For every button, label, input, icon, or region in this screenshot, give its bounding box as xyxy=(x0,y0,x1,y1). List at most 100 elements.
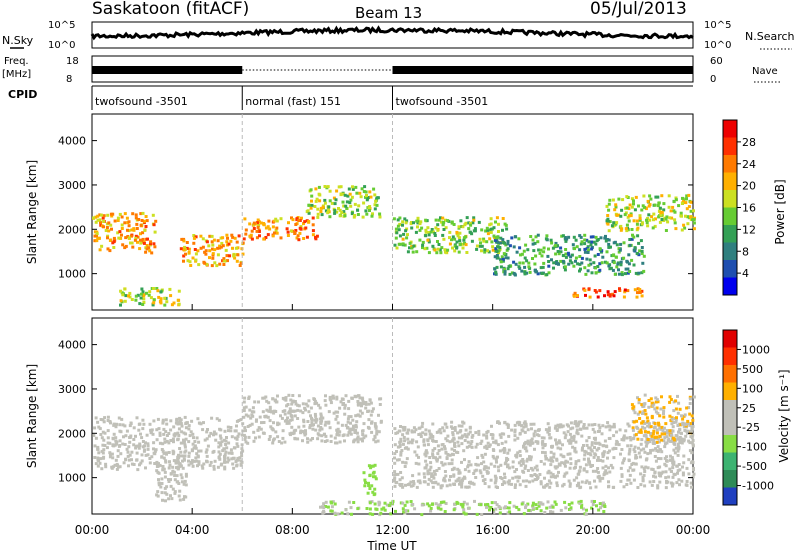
data-cell xyxy=(668,414,672,418)
data-cell xyxy=(528,270,532,274)
data-cell xyxy=(218,457,222,461)
data-cell xyxy=(158,300,162,304)
data-cell xyxy=(271,441,275,445)
data-cell xyxy=(676,424,680,427)
data-cell xyxy=(176,465,180,469)
data-cell xyxy=(115,467,119,471)
data-cell xyxy=(406,483,410,487)
data-cell xyxy=(564,506,568,510)
data-cell xyxy=(624,429,628,433)
data-cell xyxy=(139,212,143,216)
data-cell xyxy=(106,441,110,445)
data-cell xyxy=(389,512,393,516)
data-cell xyxy=(570,435,574,439)
data-cell xyxy=(643,484,647,488)
data-cell xyxy=(343,406,347,410)
data-cell xyxy=(642,411,646,415)
data-cell xyxy=(630,463,634,466)
data-cell xyxy=(539,266,543,270)
data-cell xyxy=(279,414,282,418)
data-cell xyxy=(434,502,438,506)
data-cell xyxy=(628,203,632,207)
data-cell xyxy=(406,509,410,513)
data-cell xyxy=(181,459,184,463)
data-cell xyxy=(443,510,447,513)
data-cell xyxy=(539,248,543,252)
data-cell xyxy=(627,219,631,223)
data-cell xyxy=(521,479,525,483)
data-cell xyxy=(504,223,508,227)
data-cell xyxy=(133,238,137,242)
data-cell xyxy=(224,439,228,443)
data-cell xyxy=(548,436,552,440)
data-cell xyxy=(225,436,228,439)
data-cell xyxy=(619,466,623,470)
data-cell xyxy=(523,420,527,424)
data-cell xyxy=(162,432,166,436)
data-cell xyxy=(659,474,663,478)
data-cell xyxy=(519,253,522,257)
data-cell xyxy=(598,477,602,481)
data-cell xyxy=(301,402,305,406)
data-cell xyxy=(223,460,226,464)
data-cell xyxy=(182,439,186,443)
data-cell xyxy=(266,233,270,237)
data-cell xyxy=(304,402,308,406)
data-cell xyxy=(294,223,298,226)
data-cell xyxy=(534,503,538,507)
data-cell xyxy=(667,475,671,479)
data-cell xyxy=(594,485,598,489)
data-cell xyxy=(337,185,341,189)
data-cell xyxy=(330,505,334,509)
data-cell xyxy=(436,505,440,509)
data-cell xyxy=(461,434,465,438)
data-cell xyxy=(214,432,218,436)
colorbar-tick-label: 12 xyxy=(742,223,756,236)
data-cell xyxy=(396,218,400,222)
data-cell xyxy=(642,447,646,451)
data-cell xyxy=(692,209,695,213)
data-cell xyxy=(625,436,629,440)
data-cell xyxy=(145,247,149,251)
data-cell xyxy=(372,187,376,191)
data-cell xyxy=(646,419,650,423)
data-cell xyxy=(248,222,252,226)
data-cell xyxy=(184,421,188,425)
data-cell xyxy=(141,445,145,449)
data-cell xyxy=(408,246,411,250)
data-cell xyxy=(296,437,300,441)
data-cell xyxy=(541,502,545,506)
data-cell xyxy=(507,482,511,486)
data-cell xyxy=(433,234,437,237)
data-cell xyxy=(554,252,558,256)
data-cell xyxy=(665,435,669,439)
data-cell xyxy=(612,434,616,438)
data-cell xyxy=(479,471,483,475)
data-cell xyxy=(632,202,635,206)
data-cell xyxy=(352,439,356,443)
data-cell xyxy=(179,464,183,468)
data-cell xyxy=(558,441,562,445)
data-cell xyxy=(496,256,500,260)
data-cell xyxy=(152,242,156,246)
data-cell xyxy=(609,245,612,249)
colorbar-cell xyxy=(723,242,737,260)
data-cell xyxy=(577,420,581,424)
data-cell xyxy=(627,207,631,211)
data-cell xyxy=(134,446,138,450)
data-cell xyxy=(607,208,611,212)
data-cell xyxy=(354,425,358,429)
data-cell xyxy=(563,268,567,272)
data-cell xyxy=(343,193,347,197)
data-cell xyxy=(275,226,279,230)
data-cell xyxy=(680,441,684,445)
data-cell xyxy=(394,227,398,231)
data-cell xyxy=(529,509,532,513)
data-cell xyxy=(601,424,605,428)
data-cell xyxy=(295,217,299,221)
data-cell xyxy=(527,441,531,445)
data-cell xyxy=(670,456,674,460)
data-cell xyxy=(102,225,105,229)
data-cell xyxy=(509,264,513,268)
data-cell xyxy=(99,221,102,225)
